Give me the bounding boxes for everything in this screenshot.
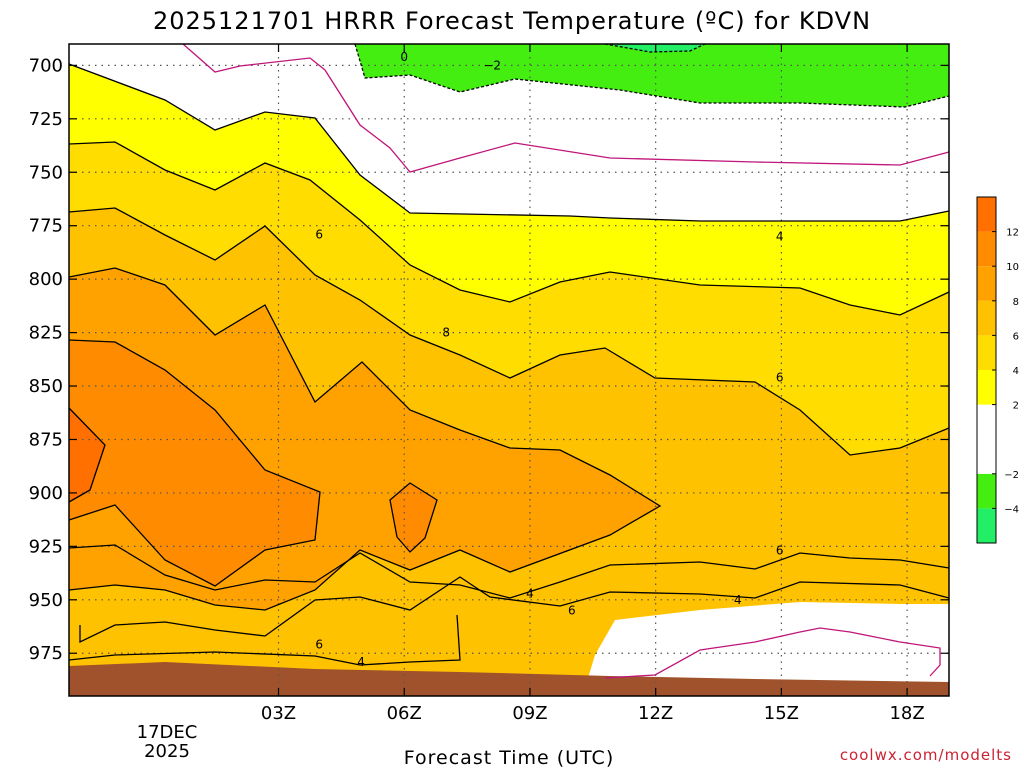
y-axis: 700 725 750 775 800 825 850 875 900 925 950 975 (29, 55, 949, 664)
colorbar-label: 6 (1013, 331, 1019, 342)
colorbar-swatch (977, 266, 996, 301)
contour-line-4c (68, 141, 950, 316)
colorbar-label: 12 (1006, 228, 1019, 239)
contour-label: 4 (734, 593, 742, 607)
x-tick-label: 18Z (889, 703, 924, 724)
date-label-line1: 17DEC (137, 722, 198, 743)
chart-title: 2025121701 HRRR Forecast Temperature (ºC… (153, 7, 871, 35)
x-tick-label: 12Z (638, 703, 673, 724)
colorbar-label: −2 (1004, 470, 1019, 481)
x-tick-label: 09Z (512, 703, 547, 724)
contour-line-10c-island (389, 482, 438, 553)
y-tick-label: 700 (29, 55, 63, 76)
band-neg4-neg6 (605, 44, 705, 52)
contour-line-4c-surface (68, 614, 461, 666)
contour-label: 4 (776, 229, 784, 243)
contour-label: 0 (400, 50, 408, 64)
contour-label: 4 (526, 586, 534, 600)
contour-fill-layer (69, 44, 949, 696)
colorbar-swatch (977, 404, 996, 474)
contour-line-neg2c (354, 43, 950, 108)
colorbar: 12 10 8 6 4 2 −2 −4 (976, 196, 1019, 544)
credit-text: coolwx.com/modelts (840, 746, 1012, 764)
colorbar-label: −4 (1004, 504, 1019, 515)
contour-label: 6 (568, 603, 576, 617)
colorbar-swatch (977, 300, 996, 336)
y-tick-label: 800 (29, 269, 63, 290)
colorbar-swatch (977, 508, 996, 543)
x-tick-label: 06Z (387, 703, 422, 724)
colorbar-swatch (977, 335, 996, 370)
colorbar-label: 8 (1013, 297, 1019, 308)
x-tick-label: 15Z (764, 703, 799, 724)
y-tick-label: 925 (29, 536, 63, 557)
contour-line-4c-lower (79, 576, 950, 644)
contour-label: 4 (357, 655, 365, 669)
contour-labels: 0 −2 6 8 4 6 6 4 6 4 6 4 (315, 50, 784, 669)
band-12-14 (69, 408, 105, 502)
y-tick-label: 750 (29, 162, 63, 183)
contour-line-2c (68, 63, 950, 222)
gridlines (69, 44, 949, 696)
band-10-12-island (390, 483, 437, 552)
ground-terrain (69, 662, 949, 696)
contour-line-0c-surface (604, 627, 941, 679)
contour-line-10c (68, 339, 321, 587)
band-neg2-neg4 (355, 44, 949, 107)
colorbar-label: 4 (1013, 366, 1019, 377)
contour-label: 6 (315, 227, 323, 241)
plot-frame (68, 43, 950, 697)
contour-line-12c (68, 407, 106, 503)
colorbar-swatch (977, 370, 996, 405)
contour-line-6c (68, 207, 950, 456)
colorbar-swatch (977, 197, 996, 232)
y-tick-label: 900 (29, 483, 63, 504)
x-tick-label: 03Z (261, 703, 296, 724)
contour-line-6c-lower (68, 544, 950, 599)
date-label-line2: 2025 (144, 741, 190, 762)
contour-label: 6 (315, 638, 323, 652)
band-10-12 (69, 340, 320, 586)
x-axis: 03Z 06Z 09Z 12Z 15Z 18Z (261, 44, 925, 724)
contour-line-8c (68, 267, 662, 611)
colorbar-label: 10 (1006, 262, 1019, 273)
y-tick-label: 775 (29, 216, 63, 237)
colorbar-swatch (977, 231, 996, 267)
contour-label: 6 (776, 370, 784, 384)
contour-lines (68, 43, 950, 679)
colorbar-label: 2 (1013, 401, 1019, 412)
y-tick-label: 850 (29, 376, 63, 397)
y-tick-label: 875 (29, 429, 63, 450)
y-tick-label: 725 (29, 109, 63, 130)
contour-line-neg4c (604, 43, 706, 53)
contour-label: 6 (776, 544, 784, 558)
x-axis-title: Forecast Time (UTC) (404, 747, 614, 768)
colorbar-swatch (977, 473, 996, 509)
y-tick-label: 975 (29, 643, 63, 664)
contour-line-0c (182, 43, 950, 173)
y-tick-label: 950 (29, 590, 63, 611)
band-white-surface (588, 602, 949, 696)
contour-label: 8 (442, 326, 450, 340)
y-tick-label: 825 (29, 323, 63, 344)
contour-label: −2 (483, 58, 501, 72)
